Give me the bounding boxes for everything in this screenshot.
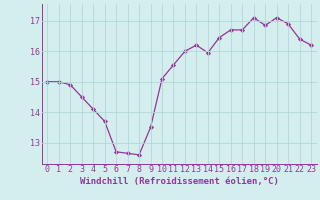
- X-axis label: Windchill (Refroidissement éolien,°C): Windchill (Refroidissement éolien,°C): [80, 177, 279, 186]
